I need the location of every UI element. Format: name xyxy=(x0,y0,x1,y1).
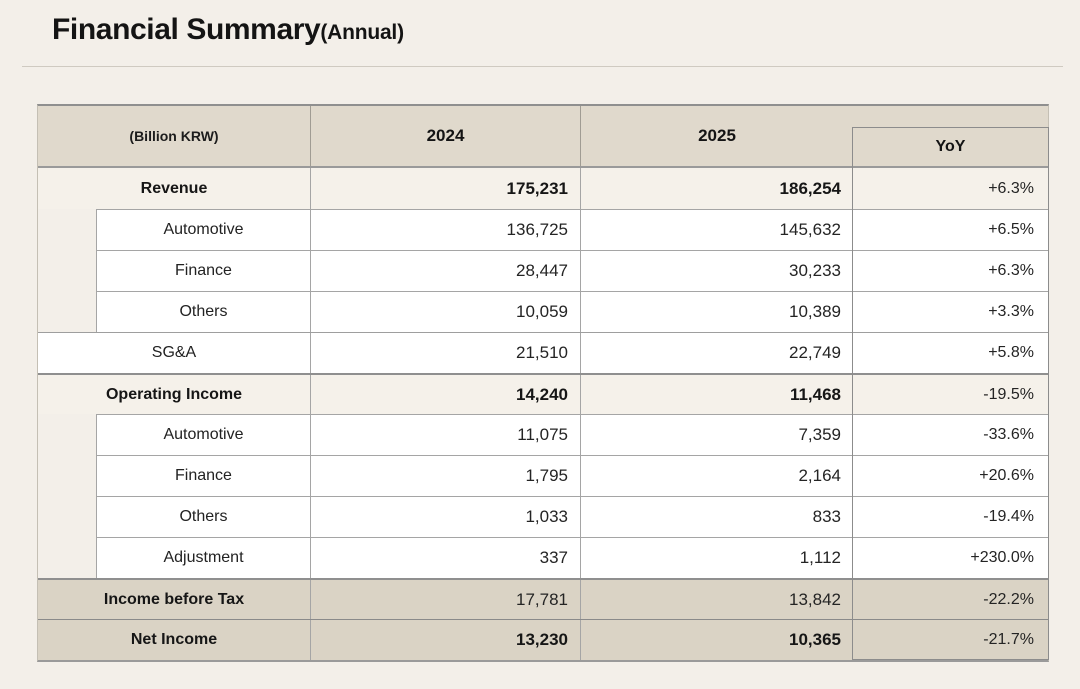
value-2025: 10,389 xyxy=(789,302,841,321)
value-2024: 17,781 xyxy=(311,580,581,619)
value-yoy: -22.2% xyxy=(983,590,1034,608)
value-yoy: +3.3% xyxy=(988,303,1034,320)
row-label: Revenue xyxy=(38,168,311,209)
page-title: Financial Summary (Annual) xyxy=(52,13,404,47)
row-indent xyxy=(38,291,96,332)
table-row-operating-income: Operating Income 14,240 11,468 -19.5% xyxy=(38,373,1048,414)
page-title-text: Financial Summary xyxy=(52,13,321,46)
row-label: Automotive xyxy=(97,210,311,250)
row-label: Finance xyxy=(97,456,311,496)
value-2025: 22,749 xyxy=(789,343,841,362)
value-2025: 2,164 xyxy=(798,466,841,485)
value-yoy: +20.6% xyxy=(979,467,1034,484)
value-2024: 1,033 xyxy=(311,497,581,537)
row-indent xyxy=(38,250,96,291)
value-yoy: -21.7% xyxy=(983,631,1034,648)
table-row-net-income: Net Income 13,230 10,365 -21.7% xyxy=(38,619,1048,660)
value-yoy: -19.5% xyxy=(983,385,1034,403)
value-2024: 14,240 xyxy=(311,375,581,414)
column-header-yoy: YoY xyxy=(935,138,966,155)
row-label: Operating Income xyxy=(38,375,311,414)
value-2025: 186,254 xyxy=(779,178,841,198)
row-indent xyxy=(38,496,96,537)
table-row-sga: SG&A 21,510 22,749 +5.8% xyxy=(38,332,1048,373)
value-2024: 10,059 xyxy=(311,292,581,332)
table-row-revenue-others: Others 10,059 10,389 +3.3% xyxy=(38,291,1048,332)
table-header-row: (Billion KRW) 2024 2025 YoY xyxy=(38,106,1048,168)
value-2025: 30,233 xyxy=(789,261,841,280)
value-2025: 1,112 xyxy=(799,548,841,567)
value-2024: 337 xyxy=(311,538,581,578)
financial-summary-table: (Billion KRW) 2024 2025 YoY Revenue 175,… xyxy=(37,104,1049,662)
value-2024: 28,447 xyxy=(311,251,581,291)
value-2024: 13,230 xyxy=(311,620,581,660)
value-yoy: +6.5% xyxy=(988,221,1034,238)
table-row-revenue-finance: Finance 28,447 30,233 +6.3% xyxy=(38,250,1048,291)
row-indent xyxy=(38,209,96,250)
value-yoy: +230.0% xyxy=(970,549,1034,566)
row-label: Finance xyxy=(97,251,311,291)
row-label: Net Income xyxy=(38,620,311,660)
page-title-suffix: (Annual) xyxy=(320,21,404,44)
value-2024: 11,075 xyxy=(311,415,581,455)
value-2024: 1,795 xyxy=(311,456,581,496)
value-2025: 833 xyxy=(812,507,841,526)
row-label: Others xyxy=(97,292,311,332)
value-yoy: +6.3% xyxy=(988,262,1034,279)
row-label: Adjustment xyxy=(97,538,311,578)
value-yoy: +5.8% xyxy=(988,344,1034,361)
value-2025: 10,365 xyxy=(789,630,841,649)
value-2025: 7,359 xyxy=(798,425,841,444)
row-label: SG&A xyxy=(38,333,311,373)
row-indent xyxy=(38,414,96,455)
row-label: Automotive xyxy=(97,415,311,455)
column-header-2025: 2025 xyxy=(698,126,736,145)
row-indent xyxy=(38,455,96,496)
value-2024: 136,725 xyxy=(311,210,581,250)
table-row-oi-others: Others 1,033 833 -19.4% xyxy=(38,496,1048,537)
table-row-oi-adjustment: Adjustment 337 1,112 +230.0% xyxy=(38,537,1048,578)
unit-label: (Billion KRW) xyxy=(38,106,311,166)
value-2024: 175,231 xyxy=(311,168,581,209)
title-divider xyxy=(22,66,1063,67)
row-label: Income before Tax xyxy=(38,580,311,619)
value-2025: 13,842 xyxy=(789,589,841,609)
table-row-revenue: Revenue 175,231 186,254 +6.3% xyxy=(38,168,1048,209)
row-label: Others xyxy=(97,497,311,537)
value-2025: 145,632 xyxy=(779,220,841,239)
value-2024: 21,510 xyxy=(311,333,581,373)
row-indent xyxy=(38,537,96,578)
value-2025: 11,468 xyxy=(789,384,841,404)
value-yoy: +6.3% xyxy=(988,179,1034,197)
table-row-oi-finance: Finance 1,795 2,164 +20.6% xyxy=(38,455,1048,496)
column-header-2024: 2024 xyxy=(311,106,581,166)
table-row-oi-automotive: Automotive 11,075 7,359 -33.6% xyxy=(38,414,1048,455)
value-yoy: -19.4% xyxy=(983,508,1034,525)
table-row-income-before-tax: Income before Tax 17,781 13,842 -22.2% xyxy=(38,578,1048,619)
table-row-revenue-automotive: Automotive 136,725 145,632 +6.5% xyxy=(38,209,1048,250)
value-yoy: -33.6% xyxy=(983,426,1034,443)
